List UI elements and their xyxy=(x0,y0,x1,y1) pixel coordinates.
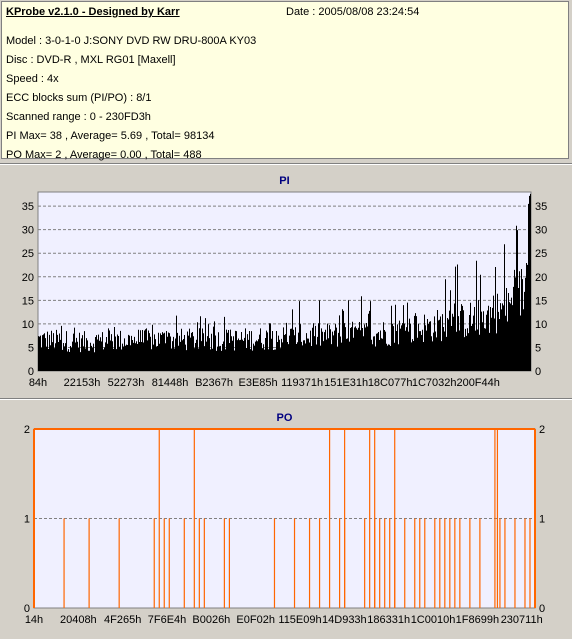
info-scanned-range: Scanned range : 0 - 230FD3h xyxy=(6,111,151,123)
info-speed: Speed : 4x xyxy=(6,73,59,85)
y-tick-label-right: 35 xyxy=(535,201,547,213)
separator xyxy=(0,163,572,165)
x-tick-label: 115E09h xyxy=(278,614,321,626)
y-tick-label-right: 5 xyxy=(535,342,541,354)
y-tick-label-left: 20 xyxy=(22,272,34,284)
y-tick-label-right: 1 xyxy=(539,514,545,526)
po-chart-panel: PO 0 0 1 1 2 2 14h 20408h 4F265h 7F6E4h B0026h E0F02… xyxy=(0,401,572,636)
x-tick-label: 18C077h xyxy=(368,377,413,389)
info-pi-stats: PI Max= 38 , Average= 5.69 , Total= 9813… xyxy=(6,130,215,142)
y-tick-label-left: 30 xyxy=(22,225,34,237)
info-model: Model : 3-0-1-0 J:SONY DVD RW DRU-800A K… xyxy=(6,35,257,47)
info-disc: Disc : DVD-R , MXL RG01 [Maxell] xyxy=(6,54,176,66)
y-tick-label-left: 15 xyxy=(22,295,34,307)
y-tick-label-right: 0 xyxy=(539,603,545,615)
y-tick-label-right: 30 xyxy=(535,225,547,237)
x-tick-label: 186331h xyxy=(367,614,410,626)
y-tick-label-right: 10 xyxy=(535,319,547,331)
y-tick-label-right: 25 xyxy=(535,248,547,260)
x-tick-label: 7F6E4h xyxy=(148,614,187,626)
y-tick-label-right: 15 xyxy=(535,295,547,307)
x-tick-label: 200F44h xyxy=(456,377,499,389)
y-tick-label-left: 0 xyxy=(24,603,30,615)
y-tick-label-right: 2 xyxy=(539,424,545,436)
x-tick-label: E0F02h xyxy=(236,614,275,626)
app-title: KProbe v2.1.0 - Designed by Karr xyxy=(6,6,180,18)
info-ecc-sum: ECC blocks sum (PI/PO) : 8/1 xyxy=(6,92,152,104)
po-chart: PO 0 0 1 1 2 2 14h 20408h 4F265h 7F6E4h B0026h E0F02… xyxy=(24,412,545,626)
x-tick-label: 52273h xyxy=(108,377,145,389)
separator xyxy=(0,398,572,400)
x-tick-label: 20408h xyxy=(60,614,97,626)
x-tick-label: 14h xyxy=(25,614,43,626)
y-tick-label-left: 35 xyxy=(22,201,34,213)
chart-title: PI xyxy=(279,175,289,187)
x-tick-label: 119371h xyxy=(281,377,323,389)
po-bars xyxy=(63,429,531,608)
y-tick-label-left: 5 xyxy=(28,342,34,354)
scan-date: Date : 2005/08/08 23:24:54 xyxy=(286,6,420,18)
y-tick-label-left: 1 xyxy=(24,514,30,526)
x-tick-label: 22153h xyxy=(64,377,101,389)
x-tick-label: 230711h xyxy=(501,614,543,626)
pi-chart-panel: PI 0 0 5 5 10 10 15 15 20 20 25 25 30 30 35 35 84h 22153h 5… xyxy=(0,166,572,394)
pi-chart: PI 0 0 5 5 10 10 15 15 20 20 25 25 30 30 35 35 84h 22153h 5… xyxy=(22,175,548,389)
x-tick-label: 4F265h xyxy=(104,614,141,626)
x-tick-label: E3E85h xyxy=(239,377,278,389)
y-tick-label-left: 10 xyxy=(22,319,34,331)
x-tick-label: 1F8699h xyxy=(456,614,499,626)
x-tick-label: B2367h xyxy=(195,377,233,389)
x-tick-label: 1C0010h xyxy=(411,614,456,626)
y-tick-label-right: 0 xyxy=(535,366,541,378)
chart-title: PO xyxy=(277,412,293,424)
info-panel: KProbe v2.1.0 - Designed by Karr Date : … xyxy=(1,1,569,161)
y-tick-label-left: 25 xyxy=(22,248,34,260)
x-tick-label: 84h xyxy=(29,377,47,389)
x-tick-label: 151E31h xyxy=(324,377,368,389)
y-tick-label-right: 20 xyxy=(535,272,547,284)
pi-bars xyxy=(38,193,531,371)
x-tick-label: 81448h xyxy=(152,377,189,389)
y-tick-label-left: 0 xyxy=(28,366,34,378)
x-tick-label: B0026h xyxy=(192,614,230,626)
x-tick-label: 1C7032h xyxy=(412,377,457,389)
x-tick-label: 14D933h xyxy=(322,614,367,626)
y-tick-label-left: 2 xyxy=(24,424,30,436)
info-po-stats: PO Max= 2 , Average= 0.00 , Total= 488 xyxy=(6,149,202,161)
